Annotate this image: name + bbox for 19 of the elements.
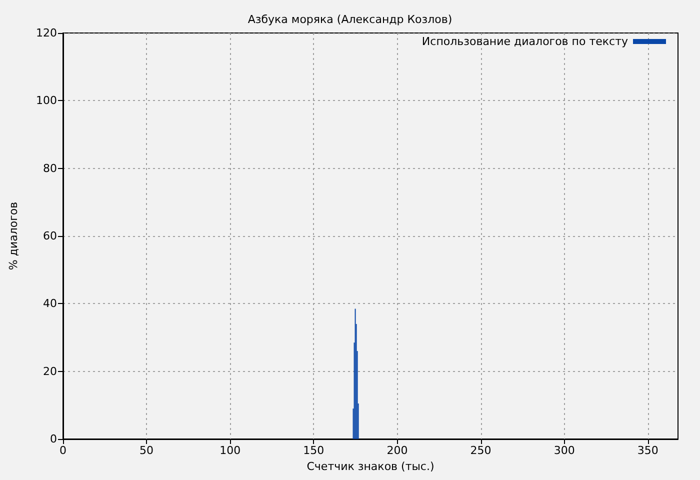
x-tick-label: 50 bbox=[140, 444, 154, 457]
chart-title: Азбука моряка (Александр Козлов) bbox=[248, 13, 452, 26]
legend-label: Использование диалогов по тексту bbox=[422, 35, 628, 48]
x-tick-label: 100 bbox=[220, 444, 241, 457]
y-tick-label: 60 bbox=[43, 230, 57, 242]
y-tick-label: 120 bbox=[36, 26, 57, 40]
x-tick-label: 150 bbox=[303, 444, 324, 457]
y-axis-title: % диалогов bbox=[7, 202, 20, 270]
x-tick-label: 250 bbox=[470, 444, 492, 457]
x-tick-label: 350 bbox=[637, 444, 658, 457]
x-axis-title: Счетчик знаков (тыс.) bbox=[306, 460, 434, 473]
x-tick-label: 200 bbox=[386, 444, 408, 457]
x-tick-label: 300 bbox=[554, 444, 575, 457]
y-tick-label: 100 bbox=[36, 94, 57, 108]
y-tick-label: 20 bbox=[43, 364, 57, 378]
x-tick-label: 0 bbox=[60, 444, 66, 457]
y-tick-label: 80 bbox=[43, 162, 57, 175]
y-tick-label: 0 bbox=[50, 432, 57, 446]
y-tick-label: 40 bbox=[43, 297, 57, 310]
